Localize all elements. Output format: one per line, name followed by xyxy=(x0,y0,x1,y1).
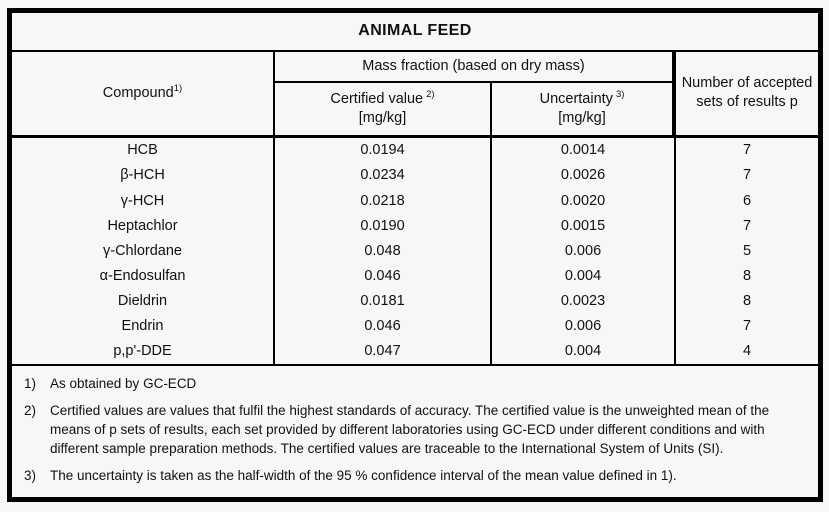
mass-fraction-group-header: Mass fraction (based on dry mass) xyxy=(275,52,672,83)
compound-cell: γ-Chlordane xyxy=(103,242,182,259)
footnote-marker: 2) xyxy=(24,403,37,418)
uncertainty-cell: 0.0026 xyxy=(490,162,674,188)
footnote: 3) The uncertainty is taken as the half-… xyxy=(20,466,806,485)
accepted-sets-cell: 7 xyxy=(674,213,818,239)
uncertainty-footnote-ref: 3) xyxy=(615,88,625,100)
accepted-sets-header-label: Number of accepted sets of results p xyxy=(681,75,813,111)
certified-value-footnote-ref: 2) xyxy=(426,88,435,100)
accepted-sets-cell: 8 xyxy=(674,288,818,314)
certified-value-cell: 0.0234 xyxy=(273,162,490,188)
uncertainty-cell: 0.0020 xyxy=(490,187,674,214)
uncertainty-cell: 0.0015 xyxy=(490,213,674,239)
accepted-sets-cell: 7 xyxy=(674,137,818,163)
certified-value-cell: 0.0190 xyxy=(273,213,490,239)
table-title-text: ANIMAL FEED xyxy=(358,22,472,40)
mass-fraction-group-label: Mass fraction (based on dry mass) xyxy=(362,58,585,75)
footnote-text: Certified values are values that fulfil … xyxy=(50,403,770,456)
compound-cell: γ-HCH xyxy=(120,192,165,209)
footnote-text: The uncertainty is taken as the half-wid… xyxy=(50,468,677,483)
accepted-sets-cell: 8 xyxy=(674,263,818,289)
accepted-sets-cell: 5 xyxy=(674,238,818,264)
footnote: 2) Certified values are values that fulf… xyxy=(20,401,806,458)
column-header-certified-value: Certified value 2) [mg/kg] xyxy=(275,83,490,135)
accepted-sets-cell: 4 xyxy=(674,338,818,364)
uncertainty-cell: 0.004 xyxy=(490,263,674,289)
column-header-uncertainty: Uncertainty 3) [mg/kg] xyxy=(490,82,672,135)
column-header-accepted-sets: Number of accepted sets of results p xyxy=(674,51,818,135)
compound-cell: Dieldrin xyxy=(117,293,168,310)
certified-value-header-label: Certified value xyxy=(330,90,424,107)
table-title: ANIMAL FEED xyxy=(12,13,818,52)
accepted-sets-cell: 7 xyxy=(674,313,818,339)
accepted-sets-cell: 7 xyxy=(674,162,818,188)
certified-value-cell: 0.047 xyxy=(273,338,490,364)
compound-footnote-ref: 1) xyxy=(173,83,183,95)
compound-cell: α-Endosulfan xyxy=(99,267,186,284)
data-table-body: HCB 0.0194 0.0014 7 β-HCH 0.0234 0.0026 … xyxy=(12,137,818,366)
compound-header-label: Compound xyxy=(102,85,174,102)
certificate-table: ANIMAL FEED Compound1) Mass fraction (ba… xyxy=(7,8,823,502)
sub-header-row: Certified value 2) [mg/kg] Uncertainty 3) … xyxy=(275,82,672,135)
uncertainty-cell: 0.006 xyxy=(490,238,674,264)
footnote-marker: 1) xyxy=(24,376,37,391)
uncertainty-cell: 0.004 xyxy=(490,338,674,364)
compound-cell: Endrin xyxy=(121,318,164,335)
certified-value-cell: 0.046 xyxy=(273,263,490,289)
table-header: Compound1) Mass fraction (based on dry m… xyxy=(12,51,818,138)
certified-value-cell: 0.0218 xyxy=(273,187,490,214)
column-group-mass-fraction: Mass fraction (based on dry mass) Certif… xyxy=(273,51,674,135)
uncertainty-unit: [mg/kg] xyxy=(558,109,606,126)
compound-cell: β-HCH xyxy=(120,167,165,184)
footnotes-section: 1) As obtained by GC-ECD 2) Certified va… xyxy=(12,366,818,497)
uncertainty-cell: 0.0014 xyxy=(490,137,674,163)
column-header-compound: Compound1) xyxy=(12,52,273,135)
footnote-marker: 3) xyxy=(24,468,37,483)
certified-value-cell: 0.0194 xyxy=(273,137,490,163)
compound-cell: HCB xyxy=(127,142,158,159)
compound-cell: Heptachlor xyxy=(107,217,178,234)
certified-value-unit: [mg/kg] xyxy=(358,109,407,126)
uncertainty-cell: 0.0023 xyxy=(490,288,674,314)
uncertainty-header-label: Uncertainty xyxy=(539,90,613,107)
footnote: 1) As obtained by GC-ECD xyxy=(20,374,806,393)
certified-value-cell: 0.046 xyxy=(273,313,490,339)
uncertainty-cell: 0.006 xyxy=(490,313,674,339)
compound-cell: p,p'-DDE xyxy=(113,343,172,360)
certified-value-cell: 0.0181 xyxy=(273,288,490,314)
footnote-text: As obtained by GC-ECD xyxy=(50,376,197,391)
certified-value-cell: 0.048 xyxy=(273,238,490,264)
accepted-sets-cell: 6 xyxy=(674,187,818,214)
